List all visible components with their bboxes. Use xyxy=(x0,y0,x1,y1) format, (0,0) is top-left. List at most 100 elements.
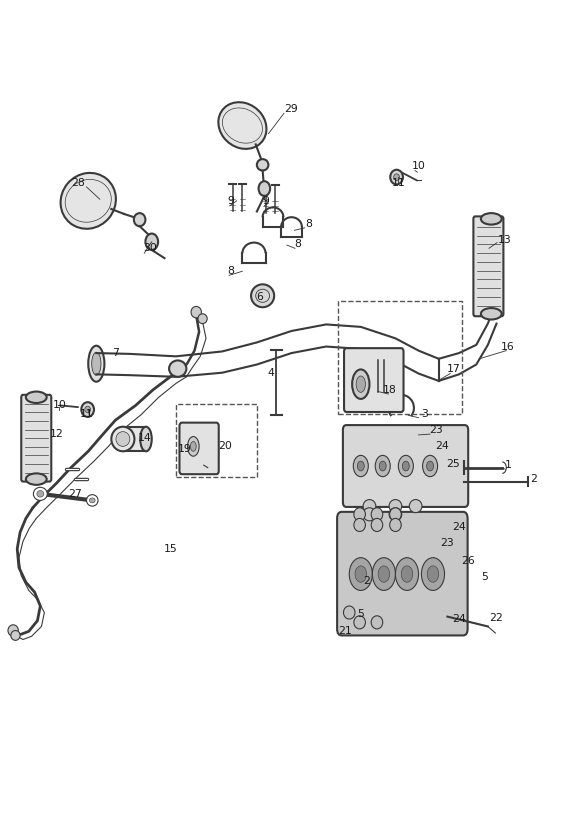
Text: 5: 5 xyxy=(357,609,364,619)
Text: 4: 4 xyxy=(268,368,275,377)
Ellipse shape xyxy=(394,174,399,180)
Text: 23: 23 xyxy=(429,425,442,435)
Ellipse shape xyxy=(373,558,395,591)
Text: 8: 8 xyxy=(294,239,301,249)
Ellipse shape xyxy=(356,376,366,392)
Ellipse shape xyxy=(389,508,402,521)
Ellipse shape xyxy=(423,456,438,476)
Text: 14: 14 xyxy=(138,433,151,443)
Ellipse shape xyxy=(251,284,274,307)
Ellipse shape xyxy=(188,437,199,456)
Text: 11: 11 xyxy=(80,410,93,419)
Ellipse shape xyxy=(481,213,502,225)
Ellipse shape xyxy=(409,499,422,513)
Text: 26: 26 xyxy=(461,556,475,566)
Ellipse shape xyxy=(352,369,370,399)
Ellipse shape xyxy=(191,442,196,452)
Text: 27: 27 xyxy=(68,489,82,499)
Text: 13: 13 xyxy=(498,235,512,245)
Ellipse shape xyxy=(389,499,402,513)
Bar xyxy=(176,404,257,477)
Text: 1: 1 xyxy=(505,460,511,471)
Text: 6: 6 xyxy=(257,293,263,302)
Ellipse shape xyxy=(88,346,104,382)
Ellipse shape xyxy=(85,406,90,413)
Text: 15: 15 xyxy=(163,544,177,554)
Bar xyxy=(338,301,462,414)
Text: 23: 23 xyxy=(441,538,454,548)
Ellipse shape xyxy=(357,461,364,471)
Ellipse shape xyxy=(390,170,403,185)
Text: 29: 29 xyxy=(285,104,298,115)
Text: 12: 12 xyxy=(50,429,64,439)
Ellipse shape xyxy=(371,508,382,521)
Ellipse shape xyxy=(81,402,94,417)
Ellipse shape xyxy=(257,159,268,171)
Ellipse shape xyxy=(219,102,266,149)
Text: 24: 24 xyxy=(452,614,466,624)
FancyBboxPatch shape xyxy=(344,349,403,412)
Ellipse shape xyxy=(375,456,390,476)
Ellipse shape xyxy=(198,314,207,324)
Ellipse shape xyxy=(61,173,116,229)
Text: 9: 9 xyxy=(262,196,269,206)
Text: 20: 20 xyxy=(218,442,232,452)
Text: 5: 5 xyxy=(482,573,489,583)
Text: 16: 16 xyxy=(501,341,515,352)
Ellipse shape xyxy=(33,487,47,500)
Text: 7: 7 xyxy=(112,348,119,358)
Text: 10: 10 xyxy=(52,400,66,410)
Text: 9: 9 xyxy=(227,196,234,206)
Ellipse shape xyxy=(145,233,158,250)
Ellipse shape xyxy=(380,461,386,471)
Ellipse shape xyxy=(427,566,439,583)
Ellipse shape xyxy=(349,558,373,591)
Ellipse shape xyxy=(26,473,47,485)
Ellipse shape xyxy=(140,427,152,452)
Ellipse shape xyxy=(422,558,444,591)
Text: 17: 17 xyxy=(447,364,460,374)
Ellipse shape xyxy=(116,432,130,447)
Ellipse shape xyxy=(355,566,367,583)
FancyBboxPatch shape xyxy=(180,423,219,474)
Ellipse shape xyxy=(378,566,389,583)
Text: 8: 8 xyxy=(227,266,234,276)
Ellipse shape xyxy=(389,518,401,531)
Ellipse shape xyxy=(363,508,376,521)
Ellipse shape xyxy=(354,616,366,629)
Text: 2: 2 xyxy=(363,577,370,587)
Ellipse shape xyxy=(402,461,409,471)
Ellipse shape xyxy=(481,308,502,320)
Ellipse shape xyxy=(26,391,47,403)
Ellipse shape xyxy=(111,427,135,452)
Text: 28: 28 xyxy=(71,178,85,188)
Text: 3: 3 xyxy=(421,410,428,419)
Ellipse shape xyxy=(395,558,419,591)
Text: 30: 30 xyxy=(143,243,157,253)
Ellipse shape xyxy=(354,518,366,531)
Ellipse shape xyxy=(169,360,187,377)
Text: 11: 11 xyxy=(391,178,405,188)
FancyBboxPatch shape xyxy=(473,217,504,316)
Text: 21: 21 xyxy=(338,626,352,636)
FancyBboxPatch shape xyxy=(343,425,468,507)
Ellipse shape xyxy=(354,508,366,521)
Text: 24: 24 xyxy=(452,522,466,531)
Text: 22: 22 xyxy=(490,613,503,623)
Text: 18: 18 xyxy=(383,385,396,395)
Ellipse shape xyxy=(259,181,270,196)
Ellipse shape xyxy=(8,625,19,636)
Ellipse shape xyxy=(353,456,368,476)
Ellipse shape xyxy=(363,499,376,513)
Ellipse shape xyxy=(343,606,355,619)
Ellipse shape xyxy=(89,498,95,503)
Ellipse shape xyxy=(11,630,20,640)
Ellipse shape xyxy=(401,566,413,583)
Ellipse shape xyxy=(427,461,434,471)
Ellipse shape xyxy=(134,213,145,227)
FancyBboxPatch shape xyxy=(337,512,468,635)
Text: 25: 25 xyxy=(447,459,460,469)
Text: 10: 10 xyxy=(412,162,426,171)
Ellipse shape xyxy=(92,352,101,375)
Ellipse shape xyxy=(191,307,201,318)
